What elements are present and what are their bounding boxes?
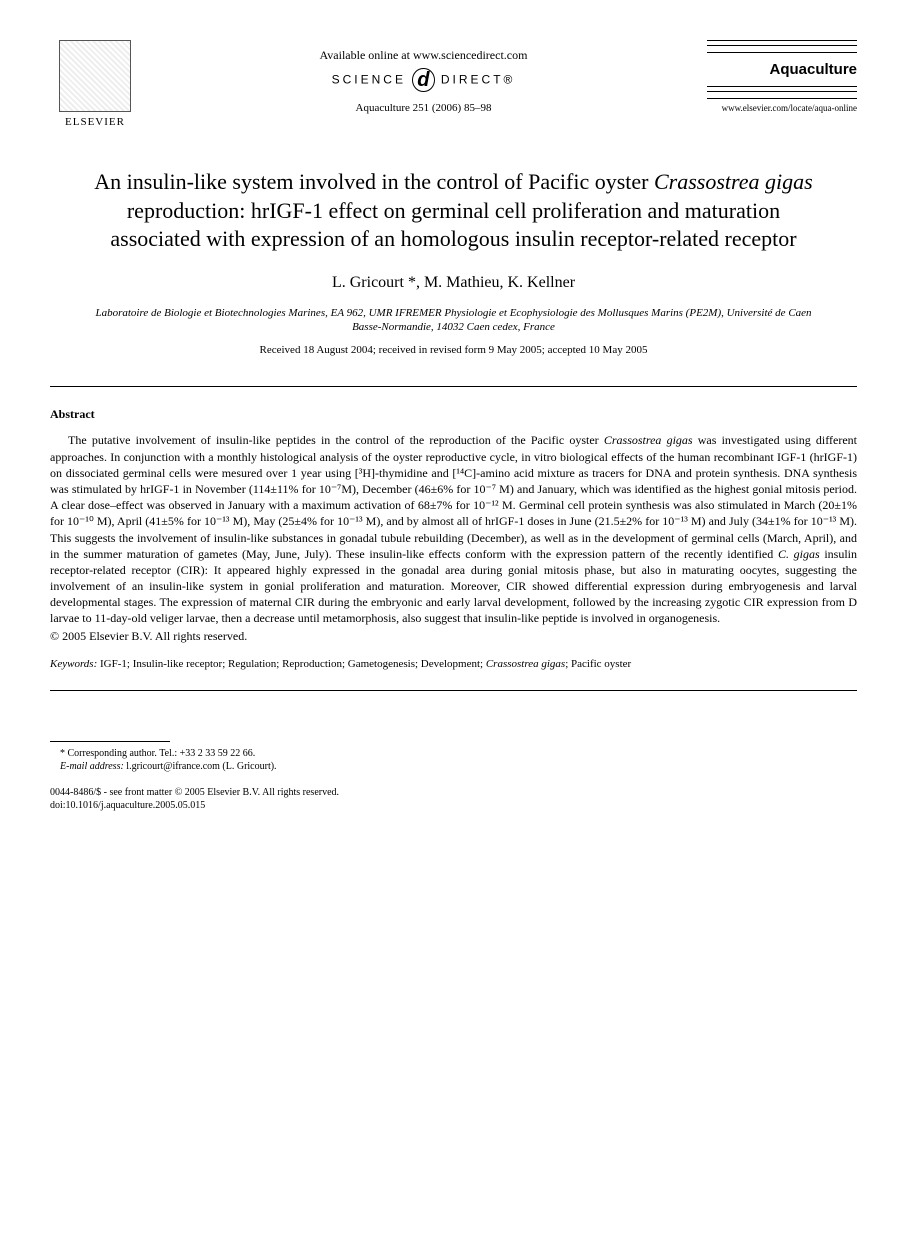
page-footer: * Corresponding author. Tel.: +33 2 33 5… — [50, 741, 857, 812]
publisher-name: ELSEVIER — [50, 116, 140, 128]
keywords-species: Crassostrea gigas — [486, 658, 565, 670]
keywords-block: Keywords: IGF-1; Insulin-like receptor; … — [50, 658, 857, 670]
journal-name: Aquaculture — [707, 61, 857, 78]
keywords-list: ; Pacific oyster — [565, 658, 631, 670]
article-title: An insulin-like system involved in the c… — [80, 168, 827, 254]
issn-line: 0044-8486/$ - see front matter © 2005 El… — [50, 786, 857, 799]
article-dates: Received 18 August 2004; received in rev… — [50, 344, 857, 356]
abstract-species-1: Crassostrea gigas — [604, 433, 693, 447]
journal-header-rule — [707, 86, 857, 99]
doi-block: 0044-8486/$ - see front matter © 2005 El… — [50, 786, 857, 812]
keywords-label: Keywords: — [50, 658, 97, 670]
abstract-text: was investigated using different approac… — [50, 433, 857, 560]
section-divider — [50, 690, 857, 691]
journal-box: Aquaculture www.elsevier.com/locate/aqua… — [707, 40, 857, 113]
email-address: l.gricourt@ifrance.com (L. Gricourt). — [124, 761, 277, 772]
available-online-text: Available online at www.sciencedirect.co… — [140, 48, 707, 63]
affiliation: Laboratoire de Biologie et Biotechnologi… — [90, 306, 817, 335]
title-species: Crassostrea gigas — [654, 169, 813, 194]
abstract-text: The putative involvement of insulin-like… — [68, 433, 604, 447]
copyright-line: © 2005 Elsevier B.V. All rights reserved… — [50, 629, 857, 644]
footnote-rule — [50, 741, 170, 742]
doi-line: doi:10.1016/j.aquaculture.2005.05.015 — [50, 799, 857, 812]
email-label: E-mail address: — [60, 761, 124, 772]
author-list: L. Gricourt *, M. Mathieu, K. Kellner — [50, 274, 857, 292]
title-text-post: reproduction: hrIGF-1 effect on germinal… — [110, 198, 796, 252]
journal-citation: Aquaculture 251 (2006) 85–98 — [140, 102, 707, 114]
sciencedirect-logo: SCIENCE d DIRECT® — [140, 69, 707, 92]
journal-header-rule — [707, 40, 857, 53]
publisher-logo-block: ELSEVIER — [50, 40, 140, 128]
sciencedirect-left: SCIENCE — [332, 73, 406, 87]
abstract-body: The putative involvement of insulin-like… — [50, 432, 857, 626]
corresponding-author: * Corresponding author. Tel.: +33 2 33 5… — [50, 748, 857, 759]
title-text-pre: An insulin-like system involved in the c… — [94, 169, 654, 194]
sciencedirect-d-icon: d — [412, 68, 434, 92]
email-line: E-mail address: l.gricourt@ifrance.com (… — [50, 761, 857, 772]
sciencedirect-right: DIRECT® — [441, 73, 516, 87]
abstract-heading: Abstract — [50, 407, 857, 422]
keywords-list: IGF-1; Insulin-like receptor; Regulation… — [97, 658, 486, 670]
section-divider — [50, 386, 857, 387]
center-header: Available online at www.sciencedirect.co… — [140, 40, 707, 118]
elsevier-tree-icon — [59, 40, 131, 112]
abstract-species-2: C. gigas — [778, 547, 820, 561]
journal-url: www.elsevier.com/locate/aqua-online — [707, 103, 857, 113]
page-header: ELSEVIER Available online at www.science… — [50, 40, 857, 128]
